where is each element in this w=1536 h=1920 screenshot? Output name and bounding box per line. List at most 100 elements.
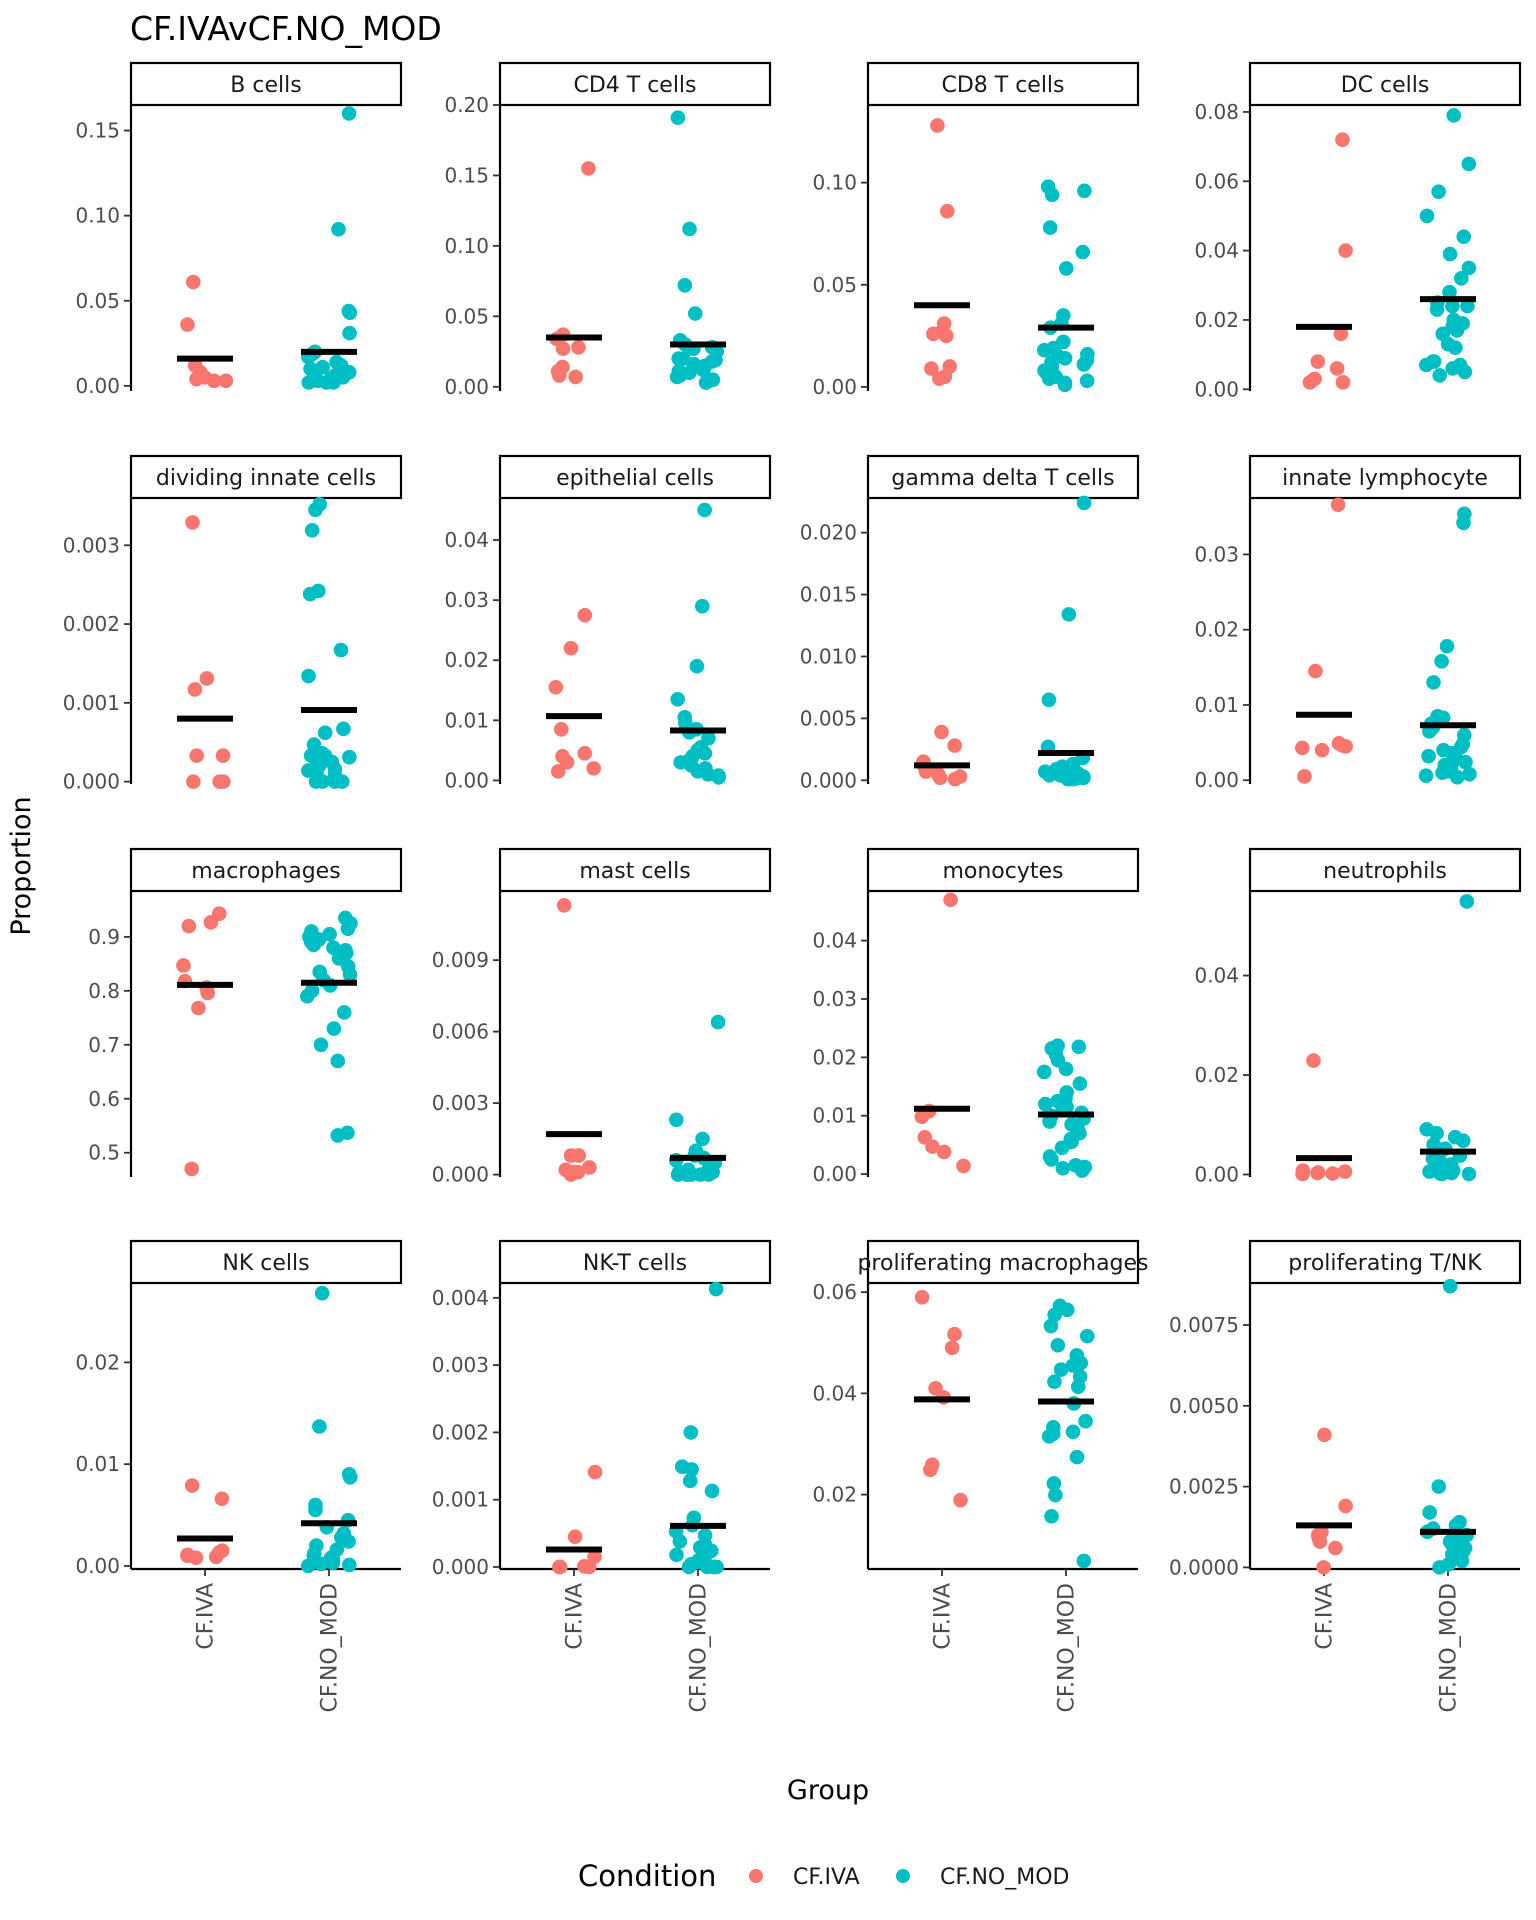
point-nk-t-cells-cf-no-mod-3 [684,1462,699,1477]
strip-label-proliferating-macrophages: proliferating macrophages [857,1251,1148,1276]
point-epithelial-cells-cf-no-mod-3 [670,691,685,707]
point-gamma-delta-t-cells-cf-iva-9 [947,771,963,787]
point-dc-cells-cf-no-mod-22 [1418,357,1434,373]
point-innate-lymphocyte-cf-no-mod-3 [1434,654,1449,669]
point-nk-cells-cf-no-mod-5 [308,1502,323,1518]
point-macrophages-cf-no-mod-21 [326,1021,342,1036]
y-tick-label-nk-cells-1: 0.01 [75,1452,120,1476]
point-dc-cells-cf-iva-4 [1329,361,1345,376]
point-mast-cells-cf-iva-7 [563,1167,579,1182]
facet-nk-t-cells: NK-T cells 0.000 0.001 0.002 0.003 0.004 CF.IV… [432,1239,772,1713]
point-gamma-delta-t-cells-cf-iva-0 [934,724,949,740]
x-tick-label-nk-cells-cf-no-mod: CF.NO_MOD [318,1583,343,1713]
point-cd4-t-cells-cf-no-mod-16 [695,362,711,378]
point-dc-cells-cf-no-mod-6 [1461,260,1477,276]
point-neutrophils-cf-iva-0 [1306,1053,1321,1068]
strip-label-dividing-innate-cells: dividing innate cells [156,466,376,491]
y-tick-label-nk-cells-2: 0.02 [75,1350,120,1374]
point-proliferating-macrophages-cf-no-mod-24 [1076,1553,1092,1569]
point-innate-lymphocyte-cf-iva-6 [1314,742,1330,758]
point-proliferating-t-nk-cf-no-mod-0 [1442,1278,1458,1294]
point-proliferating-t-nk-cf-no-mod-2 [1422,1505,1437,1520]
point-nk-t-cells-cf-no-mod-14 [669,1547,684,1563]
y-tick-label-monocytes-0: 0.00 [812,1162,857,1186]
point-gamma-delta-t-cells-cf-no-mod-2 [1041,692,1057,708]
point-proliferating-t-nk-cf-iva-6 [1328,1540,1343,1556]
point-proliferating-macrophages-cf-iva-0 [914,1289,930,1305]
y-tick-label-nk-t-cells-0: 0.000 [432,1555,489,1579]
point-nk-t-cells-cf-iva-5 [552,1559,567,1575]
strip-label-dc-cells: DC cells [1341,73,1430,98]
point-proliferating-macrophages-cf-no-mod-3 [1043,1318,1059,1334]
point-monocytes-cf-no-mod-25 [1044,1152,1059,1167]
strip-label-neutrophils: neutrophils [1323,859,1447,884]
y-tick-label-proliferating-t-nk-3: 0.0075 [1169,1313,1239,1337]
strip-proliferating-macrophages [866,1239,1140,1285]
point-dividing-innate-cells-cf-no-mod-7 [336,721,351,737]
chart-title: CF.IVAvCF.NO_MOD [130,9,442,48]
facet-dc-cells: DC cells 0.00 0.02 0.04 0.06 0.08 [1194,61,1522,401]
y-tick-label-monocytes-1: 0.01 [812,1104,857,1128]
point-epithelial-cells-cf-iva-1 [563,640,579,656]
x-tick-label-proliferating-macrophages-cf-no-mod: CF.NO_MOD [1055,1583,1080,1713]
y-tick-label-proliferating-t-nk-2: 0.0050 [1169,1394,1239,1418]
y-tick-label-mast-cells-3: 0.009 [432,948,489,972]
point-nk-cells-cf-iva-0 [184,1478,200,1493]
point-proliferating-macrophages-cf-no-mod-5 [1050,1337,1066,1353]
point-macrophages-cf-no-mod-20 [336,1005,352,1020]
strip-label-proliferating-t-nk: proliferating T/NK [1288,1251,1482,1276]
y-tick-label-monocytes-2: 0.02 [812,1045,857,1069]
y-tick-label-nk-t-cells-1: 0.001 [432,1488,489,1512]
point-dividing-innate-cells-cf-no-mod-4 [302,586,318,602]
point-innate-lymphocyte-cf-no-mod-16 [1421,748,1436,764]
point-dividing-innate-cells-cf-iva-2 [187,682,203,697]
point-monocytes-cf-iva-6 [956,1158,971,1174]
point-dc-cells-cf-no-mod-10 [1460,298,1475,314]
strip-label-cd8-t-cells: CD8 T cells [941,73,1064,98]
point-macrophages-cf-iva-3 [176,958,191,973]
point-innate-lymphocyte-cf-no-mod-18 [1458,754,1473,770]
point-dividing-innate-cells-cf-no-mod-2 [304,523,320,538]
point-proliferating-macrophages-cf-no-mod-17 [1065,1424,1081,1440]
facet-dividing-innate-cells: dividing innate cells 0.000 0.001 0.002 0.00… [63,454,403,794]
y-tick-label-dividing-innate-cells-3: 0.003 [63,533,120,557]
strip-b-cells [129,61,403,107]
y-tick-label-nk-t-cells-4: 0.004 [432,1286,489,1310]
facet-nk-cells: NK cells 0.00 0.01 0.02 CF.IVA CF.NO_MOD [75,1239,403,1713]
point-mast-cells-cf-no-mod-2 [695,1131,710,1147]
legend-title: Condition [578,1859,716,1893]
y-tick-label-nk-t-cells-3: 0.003 [432,1353,489,1377]
strip-label-gamma-delta-t-cells: gamma delta T cells [891,466,1114,491]
facet-proliferating-macrophages: proliferating macrophages 0.02 0.04 0.06 CF.… [812,1239,1148,1713]
legend-label-cf-iva: CF.IVA [793,1865,860,1890]
point-epithelial-cells-cf-no-mod-2 [689,658,705,674]
strip-neutrophils [1248,847,1522,893]
point-proliferating-macrophages-cf-iva-7 [953,1492,968,1508]
y-tick-label-dc-cells-4: 0.08 [1194,100,1239,124]
point-cd8-t-cells-cf-no-mod-4 [1075,244,1091,260]
legend: Condition CF.IVA CF.NO_MOD [578,1859,1070,1893]
y-tick-label-monocytes-4: 0.04 [812,929,857,953]
point-dc-cells-cf-no-mod-4 [1456,229,1472,245]
strip-nk-cells [129,1239,403,1285]
legend-label-cf-no-mod: CF.NO_MOD [940,1865,1070,1890]
point-cd4-t-cells-cf-iva-3 [571,340,586,355]
facet-b-cells: B cells 0.00 0.05 0.10 0.15 [75,61,403,398]
point-epithelial-cells-cf-iva-6 [559,755,575,770]
point-gamma-delta-t-cells-cf-iva-8 [932,770,948,786]
point-proliferating-macrophages-cf-no-mod-2 [1047,1307,1062,1323]
y-tick-label-epithelial-cells-0: 0.00 [444,768,489,792]
point-proliferating-macrophages-cf-no-mod-12 [1047,1374,1062,1390]
y-tick-label-cd8-t-cells-0: 0.00 [812,375,857,399]
point-monocytes-cf-no-mod-17 [1042,1114,1057,1129]
point-proliferating-t-nk-cf-no-mod-17 [1432,1560,1447,1575]
point-neutrophils-cf-no-mod-2 [1429,1125,1444,1141]
point-cd8-t-cells-cf-no-mod-3 [1042,220,1058,235]
point-cd4-t-cells-cf-iva-7 [552,368,567,383]
point-b-cells-cf-no-mod-10 [315,359,331,375]
point-gamma-delta-t-cells-cf-no-mod-1 [1061,607,1077,622]
point-proliferating-macrophages-cf-iva-6 [923,1462,938,1478]
y-tick-label-macrophages-3: 0.8 [88,979,120,1003]
point-dc-cells-cf-no-mod-19 [1448,340,1463,355]
point-dividing-innate-cells-cf-no-mod-6 [301,668,316,684]
